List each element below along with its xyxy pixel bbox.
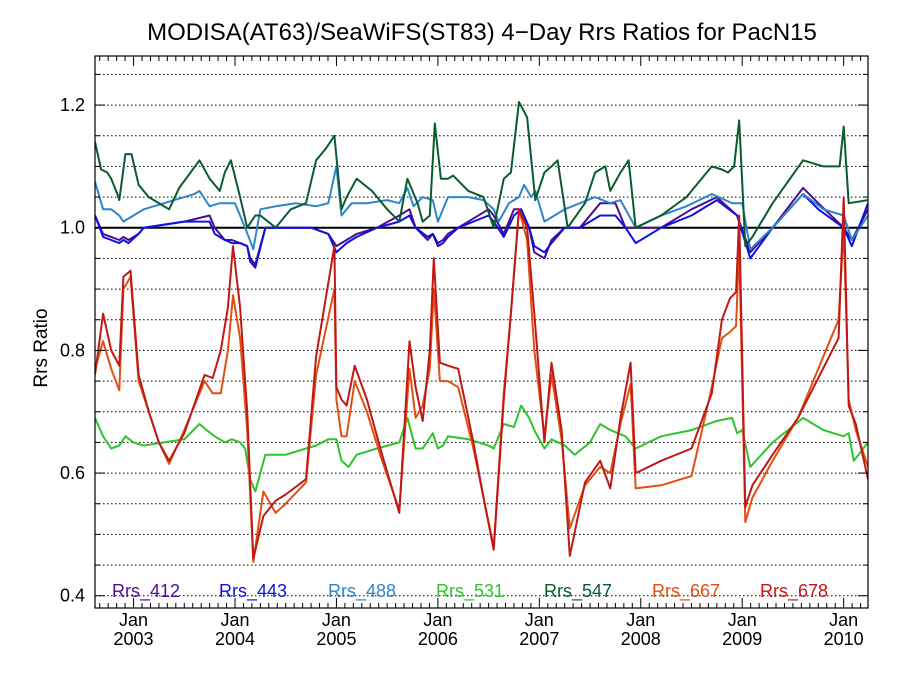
series-line-rrs-443 xyxy=(95,193,868,269)
x-tick-label-year: 2003 xyxy=(114,629,154,649)
x-tick-label-month: Jan xyxy=(119,610,148,630)
x-tick-label-year: 2007 xyxy=(519,629,559,649)
legend-entry-rrs-667: Rrs_667 xyxy=(652,581,720,602)
legend: Rrs_412 Rrs_443 Rrs_488 Rrs_531 Rrs_547 Rrs_6… xyxy=(112,581,828,602)
y-tick-label: 1.0 xyxy=(60,218,85,238)
x-tick-label-month: Jan xyxy=(220,610,249,630)
plot-frame xyxy=(94,55,869,609)
x-tick-label-year: 2009 xyxy=(722,629,762,649)
x-tick-label-year: 2004 xyxy=(215,629,255,649)
x-tick-label-month: Jan xyxy=(423,610,452,630)
x-tick-label-month: Jan xyxy=(525,610,554,630)
x-tick-label-year: 2010 xyxy=(824,629,864,649)
x-tick-label-year: 2006 xyxy=(418,629,458,649)
series-line-rrs-547 xyxy=(95,101,868,248)
x-tick-label-month: Jan xyxy=(322,610,351,630)
series-line-rrs-488 xyxy=(95,165,868,251)
gridlines xyxy=(95,73,868,597)
legend-entry-rrs-678: Rrs_678 xyxy=(760,581,828,602)
y-tick-label: 1.2 xyxy=(60,95,85,115)
x-tick-label-year: 2005 xyxy=(316,629,356,649)
y-tick-label: 0.4 xyxy=(60,586,85,606)
plot-area xyxy=(95,101,868,563)
legend-entry-rrs-488: Rrs_488 xyxy=(328,581,396,602)
x-tick-label-month: Jan xyxy=(728,610,757,630)
legend-entry-rrs-531: Rrs_531 xyxy=(436,581,504,602)
chart-title: MODISA(AT63)/SeaWiFS(ST83) 4−Day Rrs Rat… xyxy=(147,19,817,46)
y-tick-label: 0.6 xyxy=(60,463,85,483)
series-line-rrs-667 xyxy=(95,208,868,563)
axes: 0.40.60.81.01.2Jan2003Jan2004Jan2005Jan2… xyxy=(60,55,869,649)
legend-entry-rrs-547: Rrs_547 xyxy=(544,581,612,602)
series-line-rrs-531 xyxy=(95,404,868,493)
x-tick-label-year: 2008 xyxy=(621,629,661,649)
y-tick-label: 0.8 xyxy=(60,340,85,360)
series-line-rrs-678 xyxy=(95,196,868,560)
y-axis-label: Rrs Ratio xyxy=(31,308,52,387)
legend-entry-rrs-412: Rrs_412 xyxy=(112,581,180,602)
x-tick-label-month: Jan xyxy=(829,610,858,630)
legend-entry-rrs-443: Rrs_443 xyxy=(219,581,287,602)
x-tick-label-month: Jan xyxy=(626,610,655,630)
